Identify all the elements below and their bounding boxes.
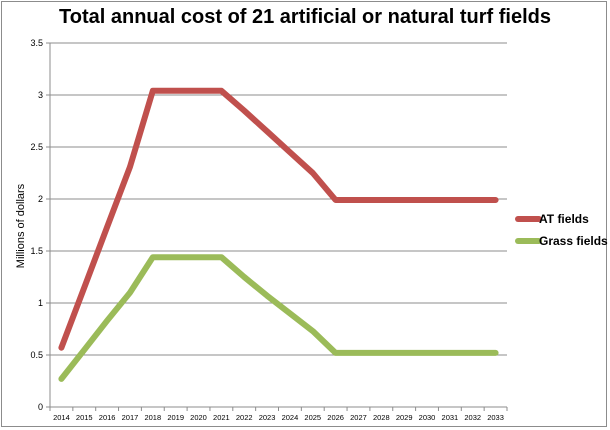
x-tick-label: 2025 xyxy=(304,413,321,422)
x-tick-label: 2023 xyxy=(259,413,276,422)
x-tick-label: 2017 xyxy=(122,413,139,422)
legend: AT fields Grass fields xyxy=(515,212,608,248)
series-line-0 xyxy=(58,87,499,351)
x-tick-label: 2021 xyxy=(213,413,230,422)
y-tick-label: 3 xyxy=(38,90,43,100)
x-tick-label: 2014 xyxy=(53,413,70,422)
x-tick-label: 2027 xyxy=(350,413,367,422)
y-tick-label: 2.5 xyxy=(30,142,43,152)
x-tick-label: 2018 xyxy=(144,413,161,422)
y-tick-label: 0 xyxy=(38,402,43,412)
x-tick-label: 2031 xyxy=(442,413,459,422)
x-tick-label: 2015 xyxy=(76,413,93,422)
x-tick-label: 2019 xyxy=(167,413,184,422)
x-tick-label: 2024 xyxy=(282,413,299,422)
series-lines xyxy=(58,87,499,382)
x-tick-label: 2022 xyxy=(236,413,253,422)
x-tick-label: 2033 xyxy=(487,413,504,422)
x-tick-label: 2028 xyxy=(373,413,390,422)
y-axis-ticks: 0 0.5 1 1.5 2 2.5 3 3.5 xyxy=(30,38,50,412)
x-tick-label: 2032 xyxy=(464,413,481,422)
x-tick-label: 2030 xyxy=(419,413,436,422)
y-tick-label: 3.5 xyxy=(30,38,43,48)
x-axis-ticks: 2014 2015 2016 2017 2018 2019 2020 2021 2022 2023… xyxy=(49,407,508,422)
x-tick-label: 2016 xyxy=(99,413,116,422)
legend-label: AT fields xyxy=(539,212,589,226)
y-tick-label: 0.5 xyxy=(30,350,43,360)
x-tick-label: 2026 xyxy=(327,413,344,422)
y-tick-label: 1 xyxy=(38,298,43,308)
y-tick-label: 1.5 xyxy=(30,246,43,256)
chart-title: Total annual cost of 21 artificial or na… xyxy=(59,6,551,28)
legend-label: Grass fields xyxy=(539,234,608,248)
series-line-1 xyxy=(58,254,499,382)
y-axis-label: Millions of dollars xyxy=(15,183,27,268)
y-tick-label: 2 xyxy=(38,194,43,204)
x-tick-label: 2020 xyxy=(190,413,207,422)
x-tick-label: 2029 xyxy=(396,413,413,422)
